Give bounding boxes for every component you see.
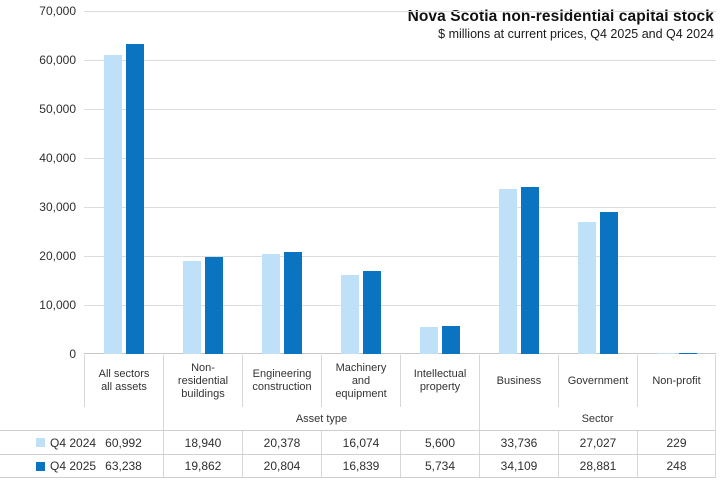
y-tick-label-10000: 10,000 <box>39 298 76 312</box>
bar-q4-2024-col1 <box>183 261 201 354</box>
category-label-4: Intellectual property <box>400 355 479 407</box>
bar-q4-2024-col2 <box>262 254 280 354</box>
table-value-q4-2024-col2: 20,378 <box>242 431 321 454</box>
category-label-line: all assets <box>101 381 147 393</box>
category-label-line: Engineering <box>252 368 312 380</box>
table-rule-1 <box>0 454 716 455</box>
category-label-7: Non-profit <box>637 355 716 407</box>
gridline-50000 <box>84 109 716 110</box>
category-label-5: Business <box>479 355 558 407</box>
category-label-2: Engineering construction <box>242 355 321 407</box>
table-value-q4-2025-col0: 63,238 <box>105 459 142 473</box>
table-value-q4-2024-col3: 16,074 <box>321 431 400 454</box>
table-value-q4-2025-col2: 20,804 <box>242 455 321 477</box>
table-value-q4-2024-col1: 18,940 <box>163 431 242 454</box>
y-tick-label-60000: 60,000 <box>39 53 76 67</box>
table-value-q4-2025-col4: 5,734 <box>400 455 479 477</box>
category-label-1: Non-residential buildings <box>163 355 242 407</box>
y-tick-label-50000: 50,000 <box>39 102 76 116</box>
category-label-3: Machinery and equipment <box>321 355 400 407</box>
table-value-q4-2024-col4: 5,600 <box>400 431 479 454</box>
legend-label: Q4 2024 <box>50 435 97 450</box>
category-label-line: Business <box>496 374 542 387</box>
chart-titles: Nova Scotia non-residential capital stoc… <box>408 7 714 42</box>
legend-swatch-q4-2025 <box>36 461 45 471</box>
y-tick-label-20000: 20,000 <box>39 249 76 263</box>
y-tick-label-30000: 30,000 <box>39 200 76 214</box>
category-label-line: Machinery <box>335 361 387 374</box>
bar-q4-2024-col6 <box>578 222 596 354</box>
bar-q4-2025-col7 <box>679 353 697 354</box>
gridline-30000 <box>84 207 716 208</box>
table-value-q4-2024-col0: 60,992 <box>105 435 142 450</box>
legend-row-q4-2024: Q4 2024 <box>36 431 96 454</box>
bar-q4-2025-col6 <box>600 212 618 354</box>
bar-q4-2025-col0 <box>126 44 144 354</box>
gridline-60000 <box>84 60 716 61</box>
bar-q4-2024-col4 <box>420 327 438 354</box>
gridline-10000 <box>84 305 716 306</box>
table-rule-0 <box>0 430 716 431</box>
table-value-q4-2025-col1: 19,862 <box>163 455 242 477</box>
category-label-line: buildings <box>181 387 225 400</box>
bar-q4-2024-col0 <box>104 55 122 354</box>
table-value-q4-2024-col5: 33,736 <box>479 431 558 454</box>
table-value-q4-2025-col6: 28,881 <box>558 455 637 477</box>
y-tick-label-70000: 70,000 <box>39 4 76 18</box>
plot-area <box>84 11 716 354</box>
legend-row-q4-2025: Q4 2025 <box>36 455 96 477</box>
legend-label: Q4 2025 <box>50 459 97 473</box>
chart-subtitle: $ millions at current prices, Q4 2025 an… <box>438 27 714 41</box>
bar-q4-2024-col5 <box>499 189 517 354</box>
category-label-line: property <box>419 381 461 393</box>
category-label-0: All sectors all assets <box>84 355 163 407</box>
bar-q4-2024-col3 <box>341 275 359 354</box>
y-tick-label-40000: 40,000 <box>39 151 76 165</box>
category-label-line: Non-profit <box>652 374 701 387</box>
table-value-q4-2025-col3: 16,839 <box>321 455 400 477</box>
gridline-70000 <box>84 11 716 12</box>
legend-swatch-q4-2024 <box>36 438 45 447</box>
axis-group-label-asset-type: Asset type <box>163 407 479 430</box>
category-label-line: equipment <box>335 387 387 400</box>
bar-q4-2025-col4 <box>442 326 460 354</box>
gridline-40000 <box>84 158 716 159</box>
category-label-line: and <box>351 374 371 387</box>
category-label-line: Non- <box>191 361 215 374</box>
table-value-q4-2025-col7: 248 <box>637 455 716 477</box>
category-label-line: All sectors <box>98 368 150 380</box>
y-tick-label-0: 0 <box>69 347 76 361</box>
category-axis-and-data-table: All sectors all assets Non-residential buil… <box>0 354 720 480</box>
chart-title: Nova Scotia non-residential capital stoc… <box>407 8 714 25</box>
bar-q4-2025-col3 <box>363 271 381 354</box>
gridline-0 <box>84 353 716 354</box>
bar-q4-2025-col5 <box>521 187 539 354</box>
bar-q4-2024-col7 <box>657 353 675 354</box>
bar-q4-2025-col1 <box>205 257 223 354</box>
table-value-q4-2024-col7: 229 <box>637 431 716 454</box>
axis-group-label-sector: Sector <box>479 407 716 430</box>
bar-q4-2025-col2 <box>284 252 302 354</box>
category-label-line: Government <box>567 374 629 387</box>
table-value-q4-2025-col5: 34,109 <box>479 455 558 477</box>
category-label-line: construction <box>252 381 312 393</box>
table-value-q4-2024-col6: 27,027 <box>558 431 637 454</box>
gridline-20000 <box>84 256 716 257</box>
category-label-line: residential <box>177 374 229 387</box>
table-rule-2 <box>0 477 716 478</box>
category-label-line: Intellectual <box>413 368 467 380</box>
category-label-6: Government <box>558 355 637 407</box>
